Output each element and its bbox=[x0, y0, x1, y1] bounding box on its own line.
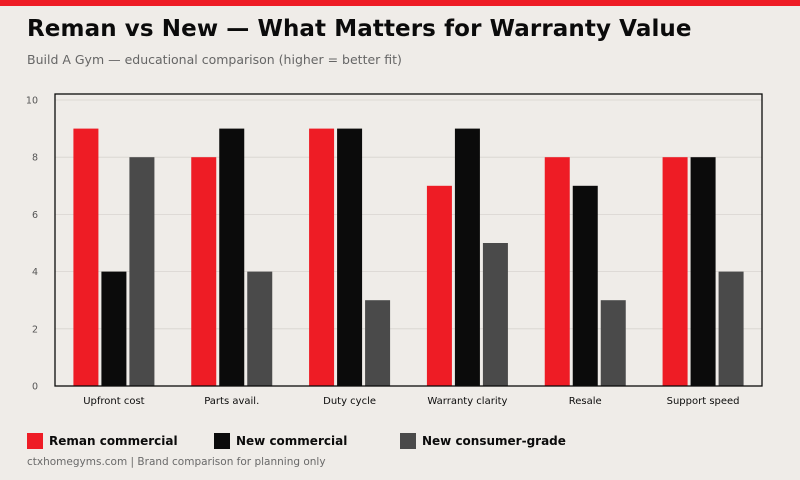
bar-new-consumer-grade-parts-avail- bbox=[247, 271, 273, 386]
y-tick-label: 4 bbox=[32, 267, 38, 278]
bar-new-consumer-grade-resale bbox=[600, 300, 626, 386]
x-tick-label: Upfront cost bbox=[83, 396, 144, 407]
x-tick-label: Resale bbox=[569, 396, 602, 407]
legend-swatch-reman bbox=[27, 433, 43, 449]
legend-label-reman: Reman commercial bbox=[49, 434, 178, 448]
bar-new-consumer-grade-support-speed bbox=[718, 271, 744, 386]
chart-legend: Reman commercial New commercial New cons… bbox=[27, 432, 797, 452]
bar-new-commercial-support-speed bbox=[690, 157, 716, 386]
bar-new-commercial-warranty-clarity bbox=[454, 128, 480, 386]
x-tick-label: Warranty clarity bbox=[427, 396, 507, 407]
y-tick-label: 6 bbox=[32, 210, 38, 221]
bar-chart: 0 2 4 6 8 10 Upfront cost Parts avail. Duty cyc… bbox=[26, 93, 763, 407]
page-subtitle: Build A Gym — educational comparison (hi… bbox=[27, 52, 402, 67]
legend-item-reman: Reman commercial bbox=[27, 432, 178, 450]
plot-frame bbox=[54, 93, 763, 387]
y-axis-ticks: 0 2 4 6 8 10 bbox=[26, 96, 38, 393]
x-tick-label: Parts avail. bbox=[204, 396, 259, 407]
accent-top-bar bbox=[0, 0, 800, 6]
bar-reman-commercial-warranty-clarity bbox=[426, 185, 452, 386]
bar-new-consumer-grade-upfront-cost bbox=[129, 157, 155, 386]
legend-item-new-commercial: New commercial bbox=[214, 432, 347, 450]
bar-reman-commercial-support-speed bbox=[662, 157, 688, 386]
footer-note: ctxhomegyms.com | Brand comparison for p… bbox=[27, 456, 326, 468]
legend-item-consumer: New consumer-grade bbox=[400, 432, 566, 450]
bar-new-commercial-upfront-cost bbox=[101, 271, 127, 386]
bar-reman-commercial-upfront-cost bbox=[73, 128, 99, 386]
bar-reman-commercial-duty-cycle bbox=[309, 128, 335, 386]
x-tick-label: Support speed bbox=[667, 396, 740, 407]
legend-swatch-new-commercial bbox=[214, 433, 230, 449]
chart-bars bbox=[73, 128, 744, 386]
bar-reman-commercial-resale bbox=[544, 157, 570, 386]
x-tick-label: Duty cycle bbox=[323, 396, 376, 407]
x-axis-labels: Upfront cost Parts avail. Duty cycle Warran… bbox=[83, 396, 739, 407]
page-title: Reman vs New — What Matters for Warranty… bbox=[27, 16, 692, 42]
bar-new-commercial-parts-avail- bbox=[219, 128, 245, 386]
chart-grid bbox=[55, 99, 762, 330]
legend-swatch-consumer bbox=[400, 433, 416, 449]
bar-new-consumer-grade-warranty-clarity bbox=[482, 243, 508, 386]
bar-reman-commercial-parts-avail- bbox=[191, 157, 217, 386]
y-tick-label: 2 bbox=[32, 324, 38, 335]
y-tick-label: 0 bbox=[32, 382, 38, 393]
legend-label-consumer: New consumer-grade bbox=[422, 434, 566, 448]
y-tick-label: 10 bbox=[26, 96, 38, 107]
y-tick-label: 8 bbox=[32, 153, 38, 164]
legend-label-new-commercial: New commercial bbox=[236, 434, 348, 448]
bar-new-commercial-duty-cycle bbox=[337, 128, 363, 386]
bar-new-consumer-grade-duty-cycle bbox=[365, 300, 391, 386]
bar-new-commercial-resale bbox=[572, 185, 598, 386]
